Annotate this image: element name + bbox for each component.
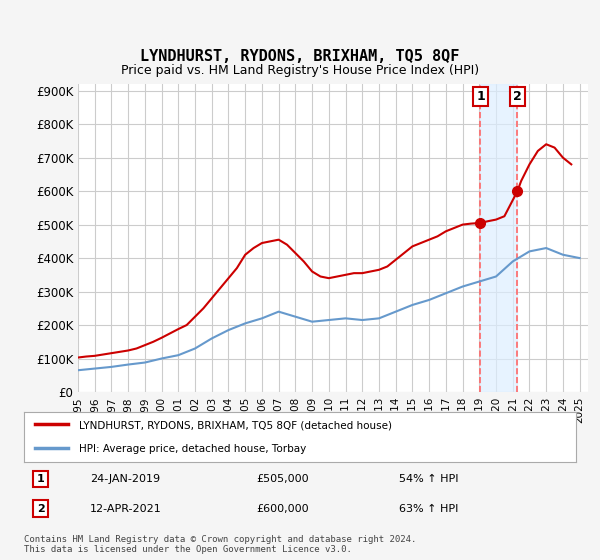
Text: Price paid vs. HM Land Registry's House Price Index (HPI): Price paid vs. HM Land Registry's House … — [121, 64, 479, 77]
Text: 1: 1 — [476, 90, 485, 103]
Text: 54% ↑ HPI: 54% ↑ HPI — [400, 474, 459, 484]
Text: LYNDHURST, RYDONS, BRIXHAM, TQ5 8QF: LYNDHURST, RYDONS, BRIXHAM, TQ5 8QF — [140, 49, 460, 64]
Text: 2: 2 — [513, 90, 522, 103]
Text: £600,000: £600,000 — [256, 503, 308, 514]
Text: 12-APR-2021: 12-APR-2021 — [90, 503, 162, 514]
Text: 1: 1 — [37, 474, 44, 484]
Bar — [481, 84, 517, 392]
Text: LYNDHURST, RYDONS, BRIXHAM, TQ5 8QF (detached house): LYNDHURST, RYDONS, BRIXHAM, TQ5 8QF (det… — [79, 421, 392, 431]
Text: 63% ↑ HPI: 63% ↑ HPI — [400, 503, 459, 514]
Text: HPI: Average price, detached house, Torbay: HPI: Average price, detached house, Torb… — [79, 445, 307, 454]
Text: 2: 2 — [37, 503, 44, 514]
Text: Contains HM Land Registry data © Crown copyright and database right 2024.
This d: Contains HM Land Registry data © Crown c… — [24, 535, 416, 554]
Text: 24-JAN-2019: 24-JAN-2019 — [90, 474, 160, 484]
Text: £505,000: £505,000 — [256, 474, 308, 484]
